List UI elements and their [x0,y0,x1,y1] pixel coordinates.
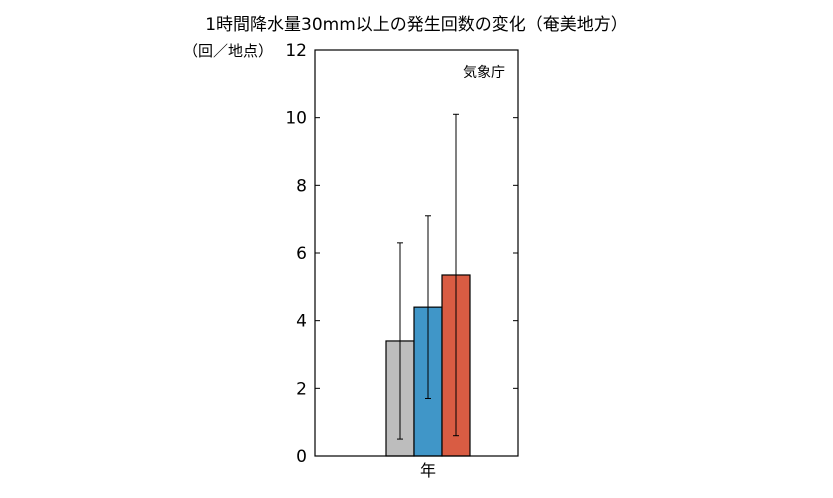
y-tick-label: 10 [285,109,307,129]
source-annotation: 気象庁 [463,65,505,81]
y-tick-label: 0 [296,447,307,467]
y-tick-label: 2 [296,379,307,399]
y-tick-label: 6 [296,244,307,264]
x-tick-label: 年 [420,461,436,480]
y-tick-label: 8 [296,176,307,196]
chart-title: 1時間降水量30mm以上の発生回数の変化（奄美地方） [205,15,628,35]
plot-area: 0 2 4 6 8 10 12 年 [285,41,519,480]
y-tick-label: 4 [296,312,307,332]
y-tick-label: 12 [285,41,307,61]
y-axis-label: （回／地点） [183,42,273,60]
